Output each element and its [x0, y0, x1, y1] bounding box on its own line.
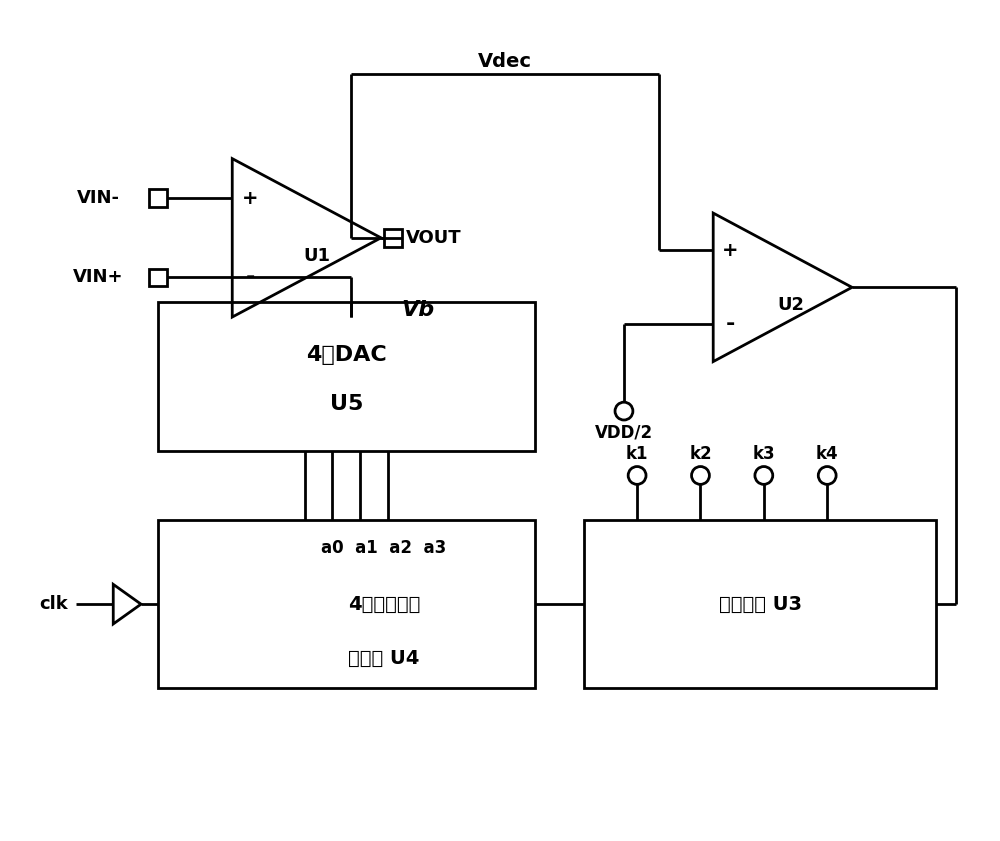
Text: k2: k2: [689, 445, 712, 463]
Text: 4位DAC: 4位DAC: [306, 345, 387, 365]
Text: Vb: Vb: [401, 299, 434, 320]
Text: VIN-: VIN-: [77, 189, 120, 207]
Text: U5: U5: [330, 394, 363, 414]
Bar: [158, 520, 535, 688]
Text: U2: U2: [777, 296, 804, 315]
Text: 逻辑控制 U3: 逻辑控制 U3: [719, 595, 802, 614]
Text: 4位逐次递近: 4位逐次递近: [348, 595, 420, 614]
Text: -: -: [725, 315, 735, 335]
Text: 寄存器 U4: 寄存器 U4: [348, 649, 420, 668]
Text: clk: clk: [39, 595, 68, 613]
Text: VDD/2: VDD/2: [595, 424, 653, 442]
Bar: [149, 189, 167, 207]
Bar: [584, 520, 936, 688]
Text: a0  a1  a2  a3: a0 a1 a2 a3: [321, 539, 447, 557]
Bar: [384, 229, 402, 246]
Text: Vdec: Vdec: [478, 52, 532, 71]
Bar: [149, 268, 167, 286]
Bar: [158, 302, 535, 451]
Text: -: -: [245, 267, 255, 288]
Text: U1: U1: [303, 246, 330, 265]
Text: k3: k3: [753, 445, 775, 463]
Text: k1: k1: [626, 445, 648, 463]
Text: +: +: [722, 241, 738, 260]
Text: VOUT: VOUT: [406, 229, 461, 246]
Text: VIN+: VIN+: [73, 268, 124, 287]
Text: k4: k4: [816, 445, 839, 463]
Text: +: +: [242, 188, 258, 208]
